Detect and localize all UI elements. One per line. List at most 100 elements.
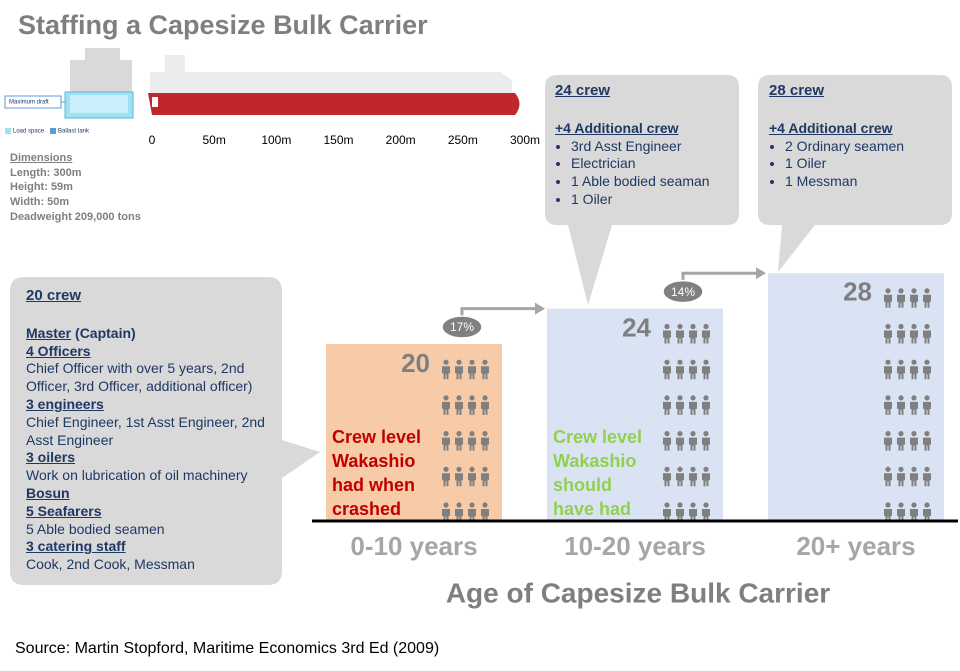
item-list: 3rd Asst EngineerElectrician1 Able bodie…	[555, 138, 735, 209]
person-icon	[664, 502, 670, 508]
callout-bubble	[10, 277, 320, 585]
person-icon	[663, 509, 671, 522]
person-icon	[885, 395, 891, 401]
section-heading: 3 catering staff	[26, 538, 126, 555]
person-icon	[677, 395, 683, 401]
person-icon	[911, 288, 917, 294]
person-icon	[897, 401, 905, 415]
person-icon	[690, 466, 696, 472]
bar-annotation: Crew level	[553, 427, 642, 447]
person-icon	[481, 401, 489, 415]
dimensions-heading: Dimensions	[10, 152, 73, 164]
person-icon	[924, 323, 930, 330]
bar-annotation: should	[553, 475, 612, 495]
person-icon	[468, 366, 476, 380]
list-item: 3rd Asst Engineer	[571, 138, 735, 156]
section-heading: 4 Officers	[26, 342, 91, 359]
person-icon	[911, 323, 917, 330]
growth-badge	[662, 279, 704, 304]
person-icon	[468, 437, 476, 451]
person-icon	[911, 431, 917, 437]
person-icon	[469, 359, 475, 365]
section-heading: 3 engineers	[26, 395, 104, 412]
person-icon	[442, 401, 450, 415]
person-icon	[911, 466, 917, 472]
scale-label: 200m	[386, 133, 416, 147]
person-icon	[884, 437, 892, 451]
bar-annotation: have had	[553, 499, 631, 519]
bar-annotation: had when	[332, 475, 415, 495]
person-icon	[690, 502, 696, 508]
scale-label: 0	[149, 133, 156, 147]
person-icon	[910, 509, 918, 522]
person-icon	[924, 466, 930, 472]
person-icon	[676, 366, 684, 380]
person-icon	[703, 466, 709, 472]
person-icon	[455, 437, 463, 451]
person-icon	[923, 437, 931, 451]
callout-title: 28 crew	[769, 82, 825, 99]
person-icon	[455, 401, 463, 415]
person-icon	[456, 395, 462, 401]
person-icon	[911, 502, 917, 508]
person-icon	[469, 431, 475, 437]
person-icon	[442, 437, 450, 451]
person-icon	[690, 323, 696, 330]
dimension-line: Deadweight 209,000 tons	[10, 210, 141, 223]
section-heading-row: Bosun	[26, 485, 281, 503]
section-detail: Chief Officer with over 5 years, 2nd Off…	[26, 360, 253, 395]
section-heading: Bosun	[26, 484, 70, 501]
person-icon	[911, 395, 917, 401]
person-icon	[702, 330, 710, 344]
person-icon	[911, 359, 917, 365]
person-icon	[664, 323, 670, 330]
dimension-line: Width: 50m	[10, 196, 70, 209]
category-label: 10-20 years	[564, 531, 706, 561]
item-list: 2 Ordinary seamen1 Oiler1 Messman	[769, 138, 949, 191]
person-icon	[690, 431, 696, 437]
person-icon	[702, 401, 710, 415]
person-icon	[442, 473, 450, 487]
list-item: 1 Oiler	[785, 155, 949, 173]
person-icon	[676, 509, 684, 522]
person-icon	[898, 359, 904, 365]
section-heading: 5 Seafarers	[26, 502, 102, 519]
person-icon	[923, 509, 931, 522]
person-icon	[924, 359, 930, 365]
list-item: Electrician	[571, 155, 735, 173]
person-icon	[455, 509, 463, 522]
person-icon	[910, 294, 918, 308]
person-icon	[924, 431, 930, 437]
person-icon	[923, 366, 931, 380]
person-icon	[443, 466, 449, 472]
person-icon	[690, 395, 696, 401]
person-icon	[924, 502, 930, 508]
person-icon	[897, 366, 905, 380]
scale-label: 100m	[261, 133, 291, 147]
bar-annotation: Wakashio	[332, 451, 415, 471]
person-icon	[703, 502, 709, 508]
person-icon	[898, 395, 904, 401]
person-icon	[663, 473, 671, 487]
scale-label: 250m	[448, 133, 478, 147]
arrow-head	[756, 267, 766, 280]
person-icon	[443, 431, 449, 437]
person-icon	[442, 366, 450, 380]
person-icon	[702, 473, 710, 487]
person-icon	[910, 330, 918, 344]
person-icon	[910, 401, 918, 415]
person-icon	[689, 509, 697, 522]
person-icon	[898, 288, 904, 294]
person-icon	[884, 509, 892, 522]
person-icon	[482, 466, 488, 472]
bar	[768, 273, 944, 521]
list-item: 1 Able bodied seaman	[571, 173, 735, 191]
person-icon	[898, 431, 904, 437]
arrow-head	[535, 302, 545, 315]
person-icon	[663, 437, 671, 451]
list-item: 2 Ordinary seamen	[785, 138, 949, 156]
callout: 28 crew +4 Additional crew 2 Ordinary seam…	[769, 82, 949, 191]
legend-label: Load space	[13, 129, 45, 135]
section-heading-row: 3 engineers	[26, 396, 281, 414]
